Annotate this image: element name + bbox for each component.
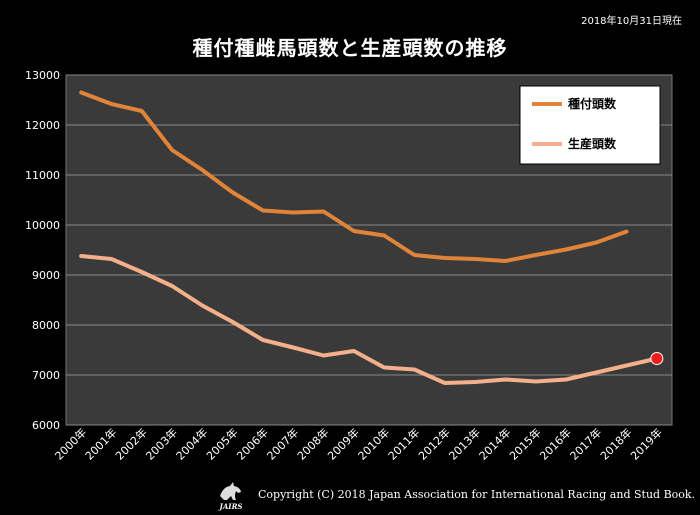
legend-label-1: 種付頭数 xyxy=(568,96,617,111)
x-tick-label: 2011年 xyxy=(385,425,422,462)
logo-text: JAIRS xyxy=(218,502,243,511)
x-tick-label: 2002年 xyxy=(112,425,149,462)
copyright-text: Copyright (C) 2018 Japan Association for… xyxy=(258,488,696,501)
x-tick-label: 2018年 xyxy=(597,425,634,462)
legend-box xyxy=(519,85,661,165)
y-tick-label: 7000 xyxy=(32,369,60,382)
x-tick-label: 2014年 xyxy=(476,425,513,462)
x-tick-label: 2008年 xyxy=(294,425,331,462)
series-line-1 xyxy=(79,90,629,263)
legend-label-2: 生産頭数 xyxy=(568,136,617,151)
y-tick-label: 6000 xyxy=(32,419,60,432)
x-tick-label: 2005年 xyxy=(203,425,240,462)
y-tick-label: 12000 xyxy=(25,119,60,132)
x-tick-label: 2010年 xyxy=(355,425,392,462)
x-tick-label: 2015年 xyxy=(506,425,543,462)
y-tick-label: 11000 xyxy=(25,169,60,182)
x-tick-label: 2009年 xyxy=(324,425,361,462)
chart-title: 種付種雌馬頭数と生産頭数の推移 xyxy=(192,36,508,60)
x-tick-label: 2019年 xyxy=(627,425,664,462)
x-tick-label: 2004年 xyxy=(173,425,210,462)
x-tick-label: 2003年 xyxy=(143,425,180,462)
series-line-2 xyxy=(79,254,659,385)
x-tick-label: 2001年 xyxy=(82,425,119,462)
y-tick-label: 13000 xyxy=(25,69,60,82)
date-note: 2018年10月31日現在 xyxy=(581,16,682,27)
highlight-point xyxy=(650,352,664,365)
x-tick-label: 2012年 xyxy=(415,425,452,462)
x-tick-label: 2017年 xyxy=(567,425,604,462)
y-tick-label: 8000 xyxy=(32,319,60,332)
y-tick-label: 10000 xyxy=(25,219,60,232)
y-tick-label: 9000 xyxy=(32,269,60,282)
x-tick-label: 2007年 xyxy=(264,425,301,462)
x-tick-label: 2016年 xyxy=(537,425,574,462)
x-tick-label: 2013年 xyxy=(446,425,483,462)
x-tick-label: 2006年 xyxy=(234,425,271,462)
jairs-horse-logo-icon: JAIRS xyxy=(218,482,243,511)
